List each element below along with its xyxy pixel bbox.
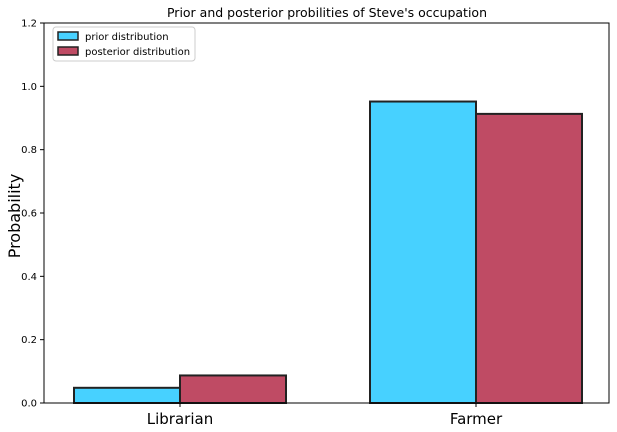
legend-frame [52, 26, 196, 62]
bar-prior-farmer [369, 100, 477, 405]
y-axis-label: Probability [5, 174, 24, 259]
legend-swatch-posterior [57, 46, 79, 56]
legend: prior distribution posterior distributio… [52, 26, 196, 62]
y-tick-label: 0.6 [21, 209, 37, 220]
y-tick-label: 1.0 [21, 82, 37, 93]
y-tick-label: 0.4 [21, 272, 37, 283]
legend-label-posterior: posterior distribution [85, 47, 190, 58]
bar-prior-librarian [73, 386, 181, 404]
y-axis: 0.0 0.2 0.4 0.6 0.8 1.0 1.2 [21, 19, 44, 410]
y-tick-label: 1.2 [21, 19, 37, 30]
y-tick-label: 0.2 [21, 335, 37, 346]
legend-swatch-prior [57, 31, 79, 41]
legend-label-prior: prior distribution [85, 32, 169, 43]
x-axis: Librarian Farmer [147, 403, 503, 428]
bar-posterior-farmer [475, 112, 583, 404]
y-tick-label: 0.8 [21, 145, 37, 156]
bars-group [73, 100, 583, 405]
bar-posterior-librarian [179, 374, 287, 405]
y-tick-label: 0.0 [21, 399, 37, 410]
chart-title: Prior and posterior probilities of Steve… [167, 5, 487, 20]
x-tick-label-librarian: Librarian [147, 410, 213, 428]
x-tick-label-farmer: Farmer [450, 410, 503, 428]
